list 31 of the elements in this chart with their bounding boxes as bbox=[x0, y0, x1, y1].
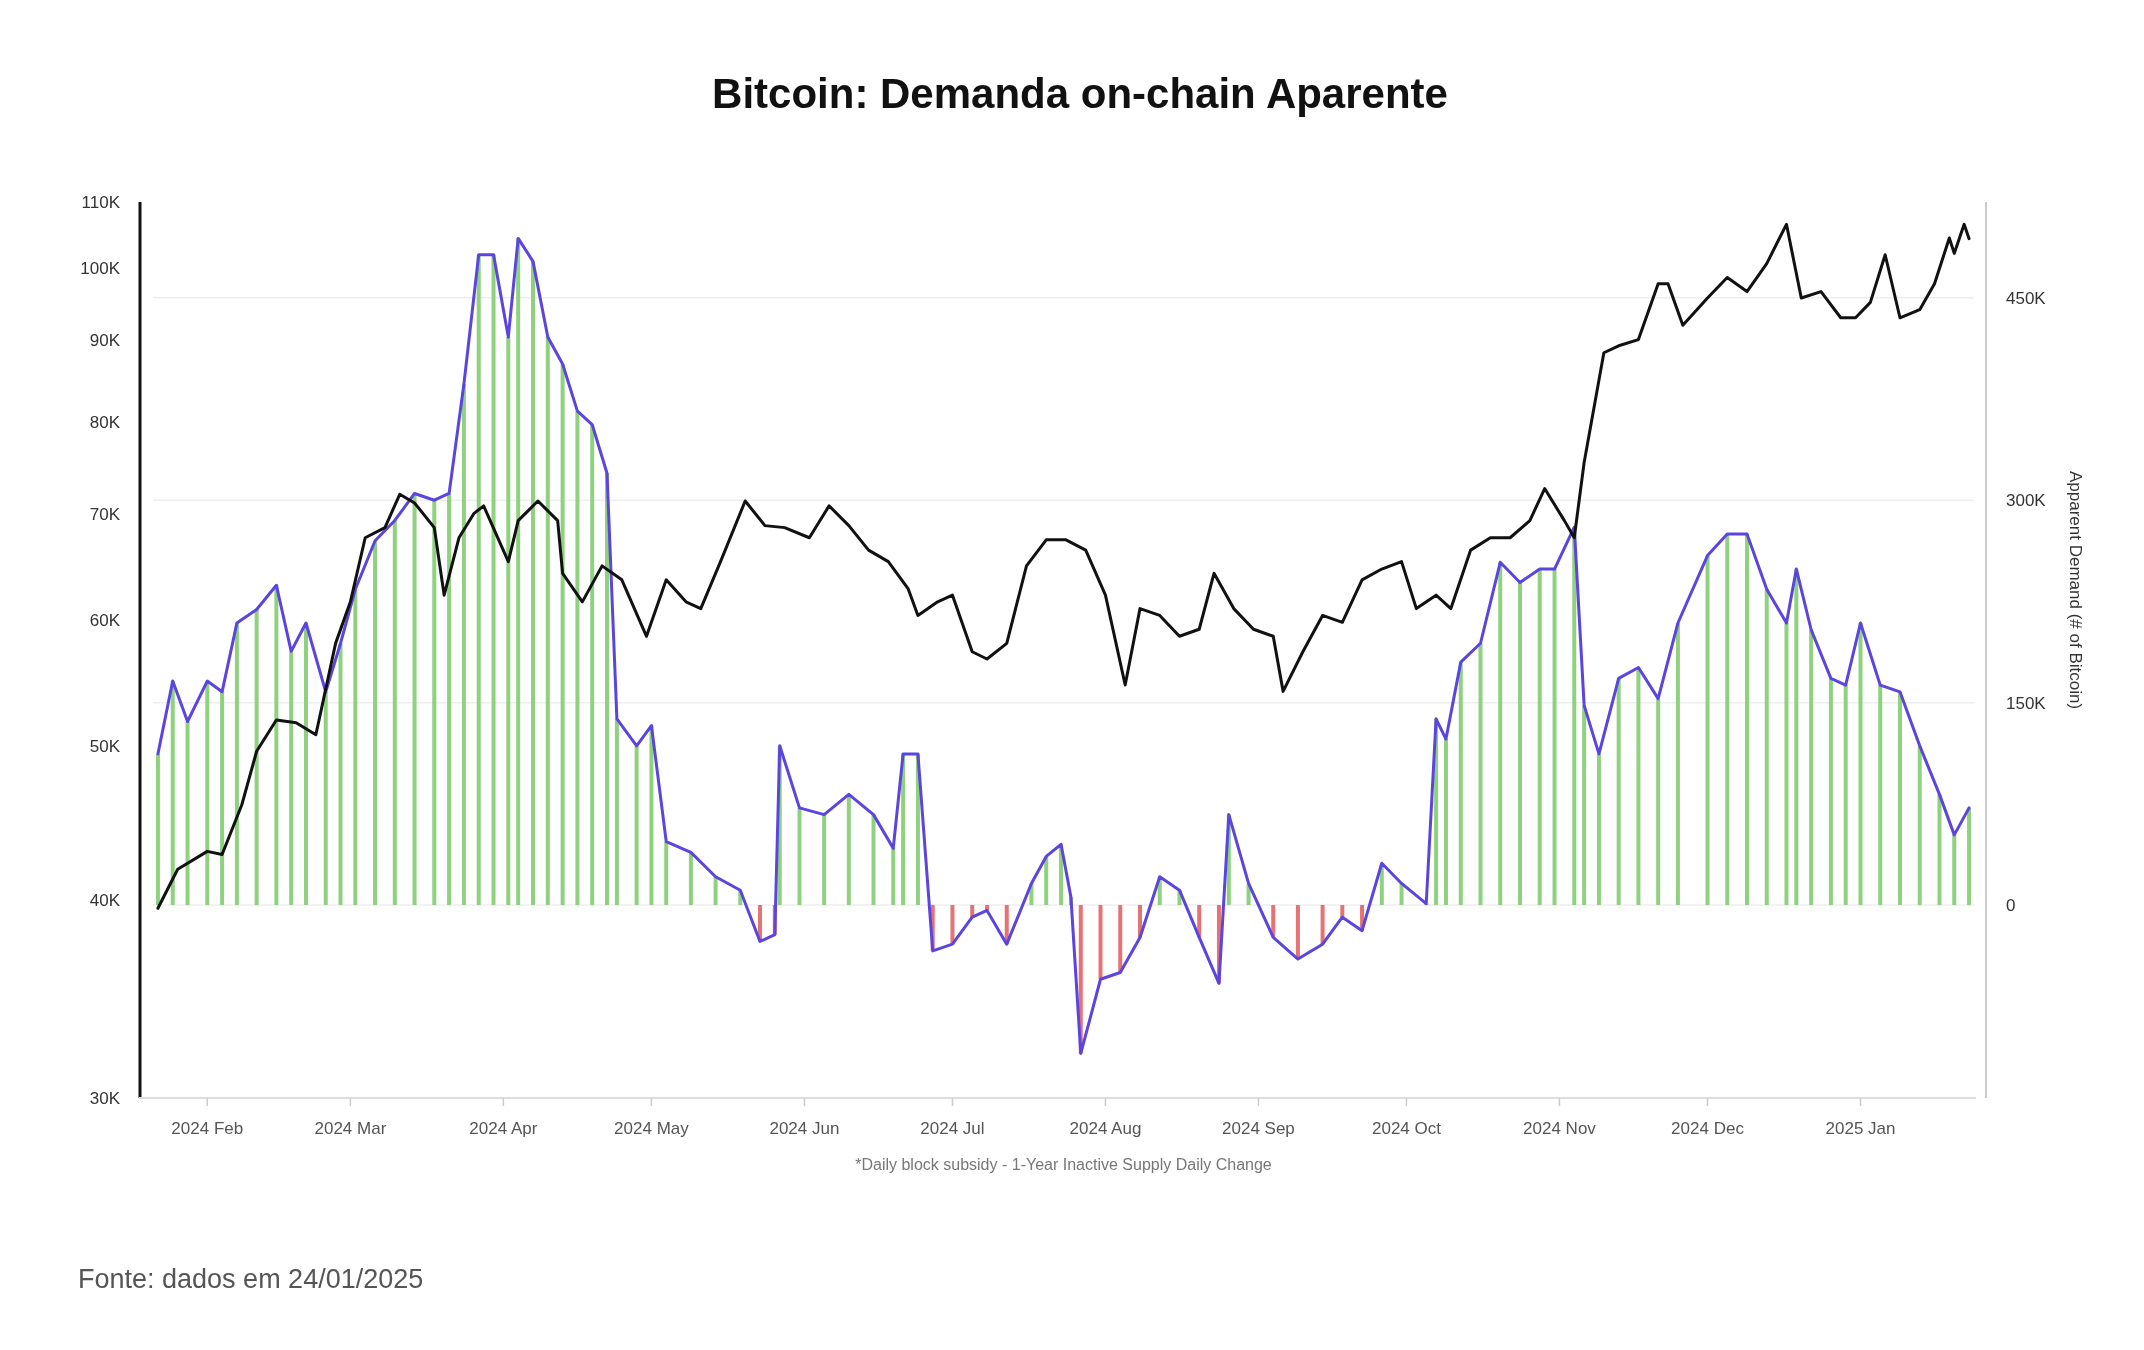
x-tick-label: 2024 Aug bbox=[1069, 1119, 1142, 1138]
y2-axis-title: Apparent Demand (# of Bitcoin) bbox=[2066, 470, 2085, 710]
y-tick-label: 70K bbox=[89, 504, 121, 524]
y2-tick-label: 450K bbox=[2006, 288, 2047, 308]
x-tick-label: 2024 Apr bbox=[469, 1119, 538, 1138]
x-tick-label: 2025 Jan bbox=[1825, 1119, 1896, 1138]
y2-tick-label: 300K bbox=[2006, 491, 2047, 511]
y-tick-label: 60K bbox=[89, 610, 121, 630]
x-tick-label: 2024 Dec bbox=[1671, 1119, 1745, 1138]
chart-title: Bitcoin: Demanda on-chain Aparente bbox=[712, 70, 1448, 117]
line-series bbox=[156, 236, 1971, 1055]
x-tick-label: 2024 May bbox=[614, 1119, 690, 1138]
x-axis-title: *Daily block subsidy - 1-Year Inactive Supply Daily Change bbox=[855, 1156, 1272, 1173]
x-tick-label: 2024 Oct bbox=[1371, 1119, 1442, 1138]
y-tick-label: 90K bbox=[89, 331, 121, 351]
y2-tick-label: 0 bbox=[2006, 895, 2016, 915]
y-tick-label: 30K bbox=[89, 1088, 121, 1108]
x-tick-label: 2024 Mar bbox=[314, 1119, 387, 1138]
x-tick-label: 2024 Nov bbox=[1523, 1119, 1597, 1138]
source-note: Fonte: dados em 24/01/2025 bbox=[78, 1264, 424, 1294]
x-tick-label: 2024 Jul bbox=[920, 1119, 985, 1138]
x-tick-label: 2024 Feb bbox=[171, 1119, 244, 1138]
line-series bbox=[156, 222, 1971, 910]
x-tick-label: 2024 Jun bbox=[769, 1119, 840, 1138]
y-tick-label: 40K bbox=[89, 890, 121, 910]
y-tick-label: 110K bbox=[81, 192, 121, 212]
y2-tick-label: 150K bbox=[2006, 693, 2047, 713]
y-tick-label: 50K bbox=[89, 736, 121, 756]
x-tick-label: 2024 Sep bbox=[1222, 1119, 1295, 1138]
y-tick-label: 100K bbox=[80, 258, 121, 278]
y-tick-label: 80K bbox=[89, 412, 121, 432]
